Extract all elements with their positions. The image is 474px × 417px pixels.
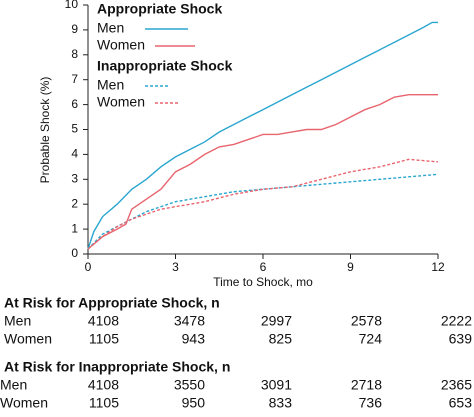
at-risk-value: 2222 (441, 313, 472, 329)
series-line (87, 93, 438, 250)
at-risk-row-label: Men (4, 313, 31, 329)
at-risk-value: 3091 (261, 377, 292, 393)
at-risk-value: 2718 (351, 377, 382, 393)
legend-label: Men (97, 77, 124, 93)
at-risk-value: 653 (449, 395, 473, 411)
at-risk-value: 3550 (174, 377, 205, 393)
legend-group-title: Appropriate Shock (97, 1, 222, 17)
x-tick-label: 3 (172, 260, 179, 274)
legend-group-title: Inappropriate Shock (97, 58, 233, 74)
at-risk-value: 943 (182, 331, 206, 347)
at-risk-value: 2365 (441, 377, 472, 393)
at-risk-value: 2997 (261, 313, 292, 329)
y-tick-label: 9 (71, 22, 78, 36)
at-risk-row-label: Men (0, 377, 27, 393)
y-tick-label: 6 (71, 97, 78, 111)
y-tick-label: 0 (71, 246, 78, 260)
x-tick-label: 0 (85, 260, 92, 274)
series-line (87, 158, 439, 250)
y-tick-label: 3 (71, 171, 78, 185)
y-tick-label: 1 (71, 221, 78, 235)
at-risk-value: 1105 (89, 395, 119, 411)
at-risk-value: 736 (359, 395, 383, 411)
series-line (87, 21, 438, 250)
at-risk-value: 4108 (88, 377, 119, 393)
at-risk-value: 3478 (174, 313, 205, 329)
x-tick-label: 12 (431, 260, 445, 274)
legend-label: Women (97, 94, 145, 110)
at-risk-value: 724 (359, 331, 383, 347)
at-risk-value: 2578 (351, 313, 382, 329)
y-tick-label: 5 (71, 122, 78, 136)
at-risk-value: 950 (182, 395, 206, 411)
at-risk-value: 833 (269, 395, 293, 411)
at-risk-title: At Risk for Inappropriate Shock, n (4, 359, 230, 375)
at-risk-value: 825 (269, 331, 293, 347)
x-tick-label: 9 (347, 260, 354, 274)
legend-label: Women (97, 37, 145, 53)
y-tick-label: 2 (71, 196, 78, 210)
y-tick-label: 10 (65, 0, 79, 11)
y-tick-label: 8 (71, 47, 78, 61)
at-risk-title: At Risk for Appropriate Shock, n (4, 295, 220, 311)
series-line (87, 173, 439, 250)
y-tick-label: 4 (71, 147, 78, 161)
x-tick-label: 6 (260, 260, 267, 274)
x-axis-label: Time to Shock, mo (213, 275, 313, 289)
at-risk-value: 1105 (89, 331, 119, 347)
y-tick-label: 7 (71, 72, 78, 86)
y-axis-label: Probable Shock (%) (38, 77, 52, 184)
at-risk-value: 639 (449, 331, 473, 347)
at-risk-value: 4108 (88, 313, 119, 329)
at-risk-row-label: Women (0, 395, 48, 411)
at-risk-row-label: Women (4, 331, 52, 347)
legend-label: Men (97, 20, 124, 36)
